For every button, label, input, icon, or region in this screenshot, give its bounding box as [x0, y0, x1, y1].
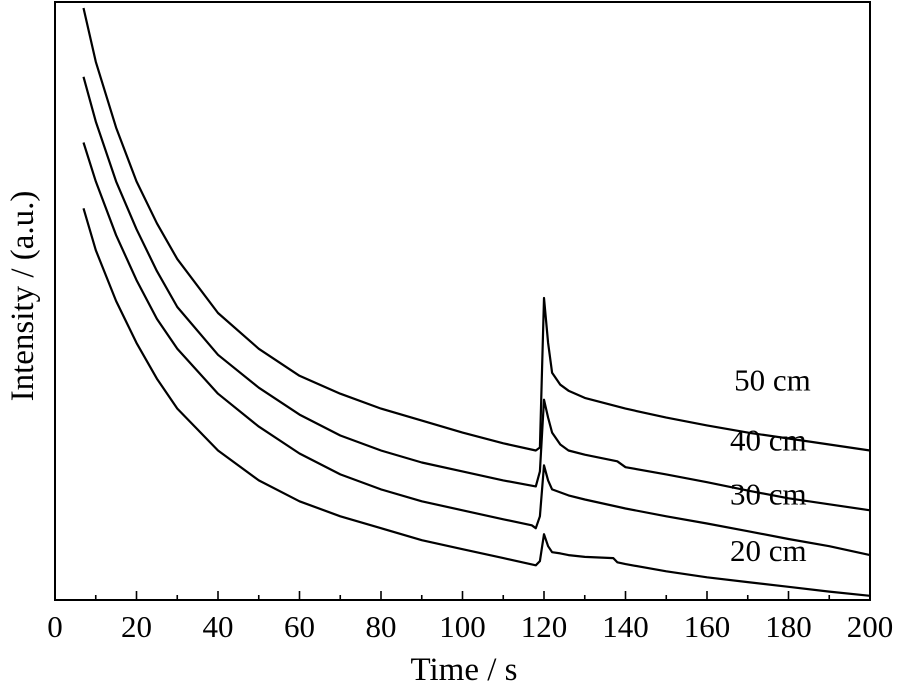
series-line-50-cm: [82, 7, 871, 452]
series-label-20-cm: 20 cm: [730, 533, 807, 568]
x-tick-label: 40: [203, 609, 234, 644]
series-line-20-cm: [82, 207, 871, 597]
series-label-50-cm: 50 cm: [734, 363, 811, 398]
x-axis-title: Time / s: [411, 652, 518, 688]
x-tick-label: 140: [602, 609, 649, 644]
series-label-40-cm: 40 cm: [730, 423, 807, 458]
x-tick-label: 80: [366, 609, 397, 644]
y-axis-title: Intensity / (a.u.): [5, 191, 41, 402]
x-tick-label: 120: [521, 609, 568, 644]
series-label-30-cm: 30 cm: [730, 476, 807, 511]
x-tick-label: 200: [847, 609, 894, 644]
x-tick-label: 0: [47, 609, 63, 644]
x-tick-label: 20: [121, 609, 152, 644]
x-tick-label: 60: [284, 609, 315, 644]
series-lines: [82, 7, 871, 597]
series-line-40-cm: [82, 76, 871, 512]
series-line-30-cm: [82, 142, 871, 557]
x-axis-ticks: 0 20 40 60 80 100 120 140 160 180 200: [47, 591, 893, 644]
x-tick-label: 160: [684, 609, 731, 644]
x-tick-label: 100: [439, 609, 486, 644]
series-labels: 50 cm 40 cm 30 cm 20 cm: [730, 363, 811, 568]
x-tick-label: 180: [765, 609, 812, 644]
